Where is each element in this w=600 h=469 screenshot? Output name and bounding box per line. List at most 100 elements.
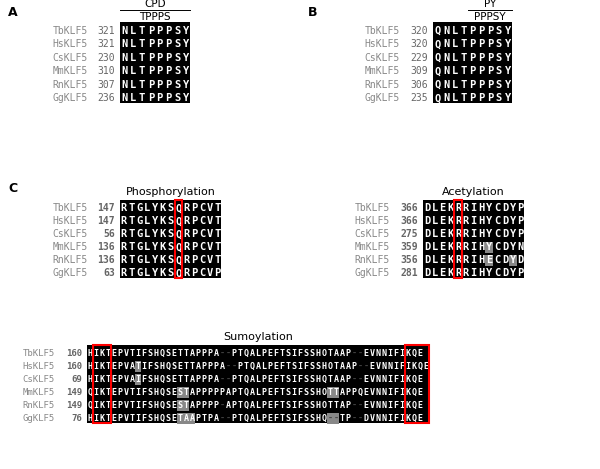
Text: S: S bbox=[310, 362, 314, 371]
Text: K: K bbox=[160, 217, 166, 227]
Text: L: L bbox=[144, 256, 151, 265]
Text: T: T bbox=[128, 242, 135, 252]
Text: P: P bbox=[165, 80, 172, 90]
Text: P: P bbox=[478, 80, 485, 90]
Text: P: P bbox=[469, 53, 476, 63]
Text: Y: Y bbox=[505, 26, 511, 36]
Text: TbKLF5: TbKLF5 bbox=[23, 349, 55, 358]
Text: N: N bbox=[121, 39, 128, 49]
Text: F: F bbox=[274, 375, 278, 384]
Text: S: S bbox=[310, 401, 314, 410]
Text: V: V bbox=[376, 362, 380, 371]
Text: P: P bbox=[157, 66, 163, 76]
Text: I: I bbox=[470, 268, 477, 279]
Text: P: P bbox=[157, 93, 163, 103]
Text: N: N bbox=[443, 39, 449, 49]
Bar bbox=[177, 386, 183, 398]
Text: Y: Y bbox=[509, 268, 516, 279]
Text: T: T bbox=[178, 375, 182, 384]
Text: A: A bbox=[226, 401, 230, 410]
Text: S: S bbox=[496, 26, 502, 36]
Bar bbox=[433, 22, 512, 103]
Text: -: - bbox=[358, 401, 362, 410]
Text: F: F bbox=[142, 375, 146, 384]
Text: -: - bbox=[364, 362, 368, 371]
Text: S: S bbox=[286, 388, 290, 397]
Text: S: S bbox=[174, 39, 181, 49]
Text: H: H bbox=[478, 242, 485, 252]
Text: -: - bbox=[220, 375, 224, 384]
Text: E: E bbox=[268, 401, 272, 410]
Text: Q: Q bbox=[322, 414, 326, 423]
Text: P: P bbox=[202, 349, 206, 358]
Text: T: T bbox=[106, 414, 110, 423]
Text: R: R bbox=[121, 256, 127, 265]
Text: -: - bbox=[358, 349, 362, 358]
Text: MmKLF5: MmKLF5 bbox=[53, 242, 88, 252]
Text: HsKLF5: HsKLF5 bbox=[355, 217, 390, 227]
Text: V: V bbox=[206, 242, 213, 252]
Text: R: R bbox=[463, 256, 469, 265]
Text: Q: Q bbox=[434, 66, 440, 76]
Text: Y: Y bbox=[505, 93, 511, 103]
Text: Y: Y bbox=[183, 66, 189, 76]
Text: I: I bbox=[94, 362, 98, 371]
Text: P: P bbox=[165, 26, 172, 36]
Text: T: T bbox=[214, 204, 221, 213]
Text: R: R bbox=[183, 256, 190, 265]
Text: E: E bbox=[268, 375, 272, 384]
Text: E: E bbox=[274, 362, 278, 371]
Text: K: K bbox=[160, 229, 166, 240]
Text: T: T bbox=[106, 362, 110, 371]
Text: Q: Q bbox=[244, 349, 248, 358]
Text: P: P bbox=[262, 401, 266, 410]
Text: Q: Q bbox=[160, 349, 164, 358]
Text: P: P bbox=[196, 414, 200, 423]
Text: P: P bbox=[208, 375, 212, 384]
Text: CPD: CPD bbox=[145, 0, 166, 9]
Text: S: S bbox=[167, 256, 174, 265]
Text: L: L bbox=[431, 204, 438, 213]
Bar bbox=[423, 200, 524, 278]
Text: E: E bbox=[418, 414, 422, 423]
Text: Y: Y bbox=[505, 39, 511, 49]
Text: O: O bbox=[322, 401, 326, 410]
Text: O: O bbox=[322, 349, 326, 358]
Text: L: L bbox=[256, 349, 260, 358]
Text: S: S bbox=[304, 401, 308, 410]
Text: L: L bbox=[144, 268, 151, 279]
Text: K: K bbox=[447, 242, 454, 252]
Text: A: A bbox=[214, 414, 218, 423]
Text: Y: Y bbox=[509, 242, 516, 252]
Text: F: F bbox=[274, 414, 278, 423]
Text: 136: 136 bbox=[97, 242, 115, 252]
Text: K: K bbox=[447, 256, 454, 265]
Text: F: F bbox=[274, 401, 278, 410]
Text: A: A bbox=[196, 362, 200, 371]
Text: T: T bbox=[280, 349, 284, 358]
Text: P: P bbox=[165, 66, 172, 76]
Text: L: L bbox=[262, 362, 266, 371]
Text: Y: Y bbox=[152, 204, 158, 213]
Text: F: F bbox=[142, 414, 146, 423]
Text: P: P bbox=[214, 268, 221, 279]
Text: -: - bbox=[226, 349, 230, 358]
Text: A: A bbox=[184, 414, 188, 423]
Text: I: I bbox=[292, 401, 296, 410]
Text: I: I bbox=[470, 217, 477, 227]
Text: C: C bbox=[494, 242, 500, 252]
Text: L: L bbox=[431, 268, 438, 279]
Text: 307: 307 bbox=[97, 80, 115, 90]
Text: P: P bbox=[214, 388, 218, 397]
Text: T: T bbox=[178, 349, 182, 358]
Text: -: - bbox=[334, 414, 338, 423]
Text: 321: 321 bbox=[97, 39, 115, 49]
Text: F: F bbox=[280, 362, 284, 371]
Text: MmKLF5: MmKLF5 bbox=[23, 388, 55, 397]
Text: -: - bbox=[352, 349, 356, 358]
Text: R: R bbox=[463, 268, 469, 279]
Text: N: N bbox=[388, 362, 392, 371]
Text: T: T bbox=[334, 362, 338, 371]
Text: P: P bbox=[118, 401, 122, 410]
Text: E: E bbox=[172, 375, 176, 384]
